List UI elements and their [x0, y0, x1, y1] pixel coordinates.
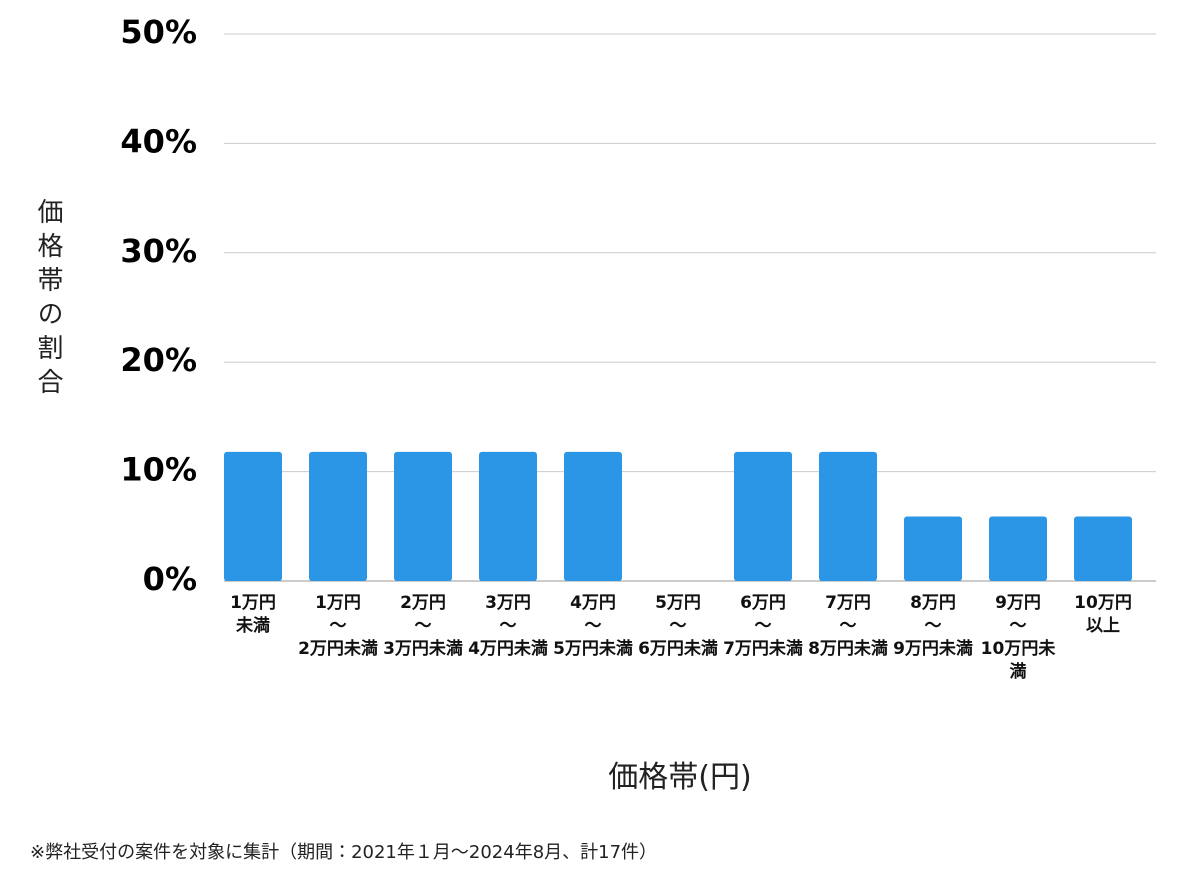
- footnote: ※弊社受付の案件を対象に集計（期間：2021年１月〜2024年8月、計17件）: [30, 842, 658, 863]
- bar: [819, 451, 877, 581]
- x-tick-label: 4万円 〜 5万円未満: [553, 593, 633, 659]
- x-axis-label: 価格帯(円): [608, 760, 752, 795]
- x-tick-label: 5万円 〜 6万円未満: [638, 593, 718, 659]
- bar: [734, 451, 792, 581]
- bar: [224, 451, 282, 581]
- x-tick-label: 2万円 〜 3万円未満: [383, 593, 463, 659]
- x-tick-label: 3万円 〜 4万円未満: [468, 593, 548, 659]
- y-tick-label: 50%: [120, 13, 197, 51]
- bar: [309, 451, 367, 581]
- bar: [904, 516, 962, 581]
- x-tick-label: 1万円 〜 2万円未満: [298, 593, 378, 659]
- x-tick-label: 9万円 〜 10万円未満: [980, 593, 1056, 682]
- bar: [479, 451, 537, 581]
- y-tick-label: 40%: [120, 122, 197, 160]
- bar: [1074, 516, 1132, 581]
- y-tick-label: 0%: [143, 560, 197, 598]
- bar: [394, 451, 452, 581]
- bar: [564, 451, 622, 581]
- x-tick-label: 7万円 〜 8万円未満: [808, 593, 888, 659]
- y-tick-label: 10%: [120, 451, 197, 489]
- x-tick-label: 1万円 未満: [230, 593, 276, 636]
- bar: [989, 516, 1047, 581]
- x-tick-label: 6万円 〜 7万円未満: [723, 593, 803, 659]
- x-tick-label: 10万円 以上: [1074, 593, 1132, 636]
- y-tick-label: 30%: [120, 232, 197, 270]
- y-tick-label: 20%: [120, 341, 197, 379]
- x-tick-label: 8万円 〜 9万円未満: [893, 593, 973, 659]
- y-axis-label: 価格帯の割合: [33, 198, 63, 402]
